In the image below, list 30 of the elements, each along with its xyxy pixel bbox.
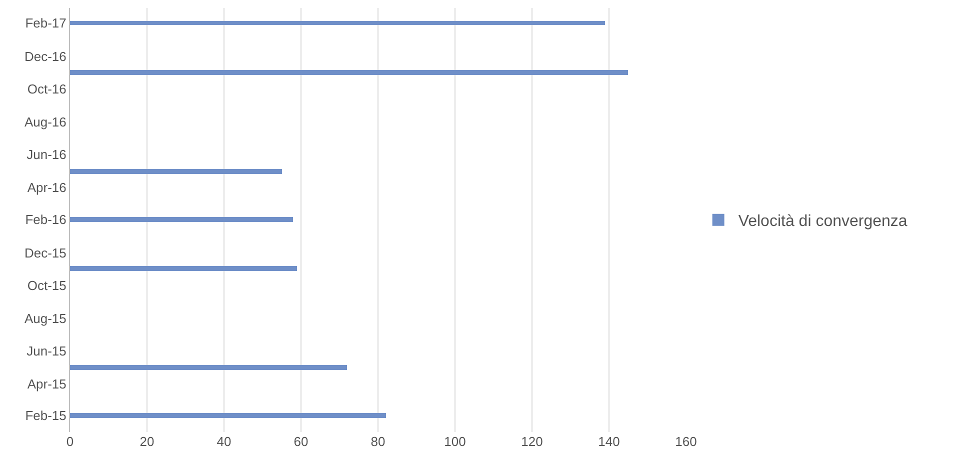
y-tick-label: Aug-16 [24,114,66,130]
y-tick-label: Jun-16 [26,147,66,162]
x-tick-label: 140 [598,434,620,449]
y-tick-label: Jun-15 [26,344,66,359]
y-tick-label: Oct-16 [27,82,66,97]
y-tick-label: Apr-15 [27,376,66,392]
bar [70,70,628,75]
y-tick-label: Feb-15 [25,408,66,423]
y-tick-label: Oct-15 [27,278,66,294]
x-tick-label: 120 [521,434,543,449]
y-tick-label: Feb-16 [25,212,66,228]
x-tick-label: 80 [370,434,386,449]
bar [70,266,297,271]
x-tick-label: 100 [444,434,466,449]
bar [70,217,293,222]
y-tick-label: Dec-16 [24,48,66,64]
y-tick-label: Apr-16 [27,180,66,195]
y-tick-label: Dec-15 [24,245,66,260]
x-tick-label: 0 [66,434,74,449]
x-tick-label: 60 [294,434,308,449]
x-tick-label: 40 [216,434,232,449]
x-tick-label: 20 [140,434,154,449]
y-tick-label: Aug-15 [24,310,66,326]
bar [70,169,282,174]
x-tick-label: 160 [675,434,697,449]
bar [70,365,347,370]
legend-label: Velocità di convergenza [738,213,908,230]
bar [70,413,386,418]
y-tick-label: Feb-17 [25,16,66,31]
bar [70,21,605,25]
